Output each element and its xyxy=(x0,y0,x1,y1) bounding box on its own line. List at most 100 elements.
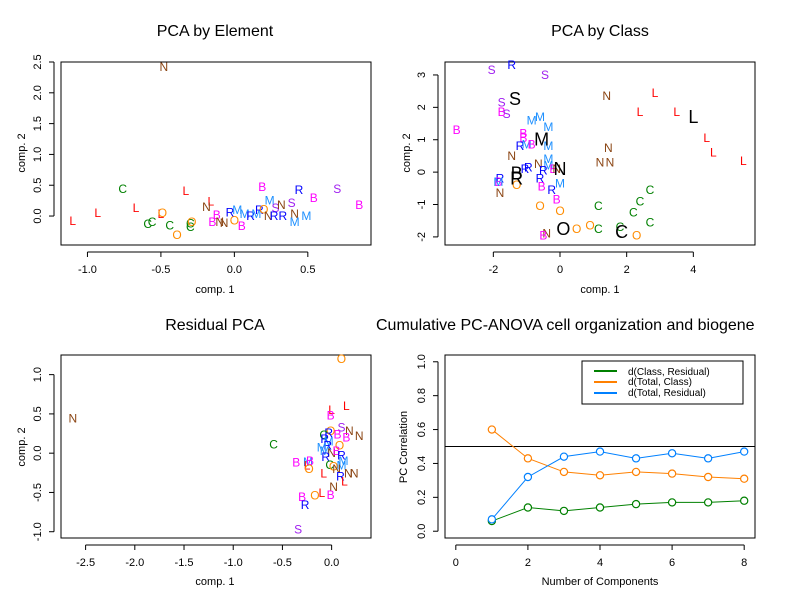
scatter-point: N xyxy=(327,446,336,460)
x-tick-label: -2.0 xyxy=(125,557,144,569)
scatter-point: L xyxy=(637,105,644,119)
y-tick-label: 0.0 xyxy=(32,208,44,223)
scatter-point: N xyxy=(552,162,561,176)
y-tick-label: 1.5 xyxy=(32,116,44,131)
y-tick-label: 0.6 xyxy=(416,422,428,437)
scatter-point: C xyxy=(594,199,603,213)
series-point xyxy=(559,452,569,461)
scatter-point: M xyxy=(303,455,313,469)
class-centroid: M xyxy=(534,130,549,150)
scatter-point: B xyxy=(327,408,335,422)
scatter-point: B xyxy=(213,208,221,222)
x-axis: -2 0 2 4 xyxy=(488,251,696,276)
scatter-point: N xyxy=(290,207,299,221)
x-axis-label: comp. 1 xyxy=(195,576,234,588)
y-tick-label: -0.5 xyxy=(32,483,44,502)
y-tick-label: 0.4 xyxy=(416,456,428,471)
scatter-point: O xyxy=(326,424,335,438)
scatter-point: N xyxy=(604,141,613,155)
scatter-point: M xyxy=(320,444,330,458)
y-tick-label: 2.5 xyxy=(32,54,44,69)
chart-title: PCA by Element xyxy=(157,23,274,40)
scatter-point: B xyxy=(549,162,557,176)
scatter-point: N xyxy=(215,215,224,229)
scatter-point: L xyxy=(703,131,710,145)
y-tick-label: 1.0 xyxy=(32,367,44,382)
x-tick-label: -0.5 xyxy=(151,264,170,276)
scatter-point: S xyxy=(541,68,549,82)
scatter-point: N xyxy=(160,60,169,74)
scatter-point: O xyxy=(187,215,196,229)
scatter-point: M xyxy=(493,175,503,189)
scatter-point: O xyxy=(585,219,594,233)
legend-label: d(Class, Residual) xyxy=(628,367,710,378)
scatter-point: B xyxy=(355,198,363,212)
scatter-point: O xyxy=(329,460,338,474)
x-axis: 0 2 4 6 8 xyxy=(453,544,747,569)
x-tick-label: 4 xyxy=(690,264,696,276)
y-tick-label: 0.2 xyxy=(416,490,428,505)
scatter-point: N xyxy=(534,157,543,171)
scatter-point: C xyxy=(616,220,625,234)
legend-label: d(Total, Class) xyxy=(628,377,692,388)
scatter-point: N xyxy=(329,480,338,494)
scatter-point: C xyxy=(143,217,152,231)
y-tick-label: 0.0 xyxy=(416,524,428,539)
scatter-point: L xyxy=(133,201,140,215)
y-tick-label: 0.8 xyxy=(416,388,428,403)
scatter-point: O xyxy=(335,438,344,452)
scatter-point: R xyxy=(324,426,333,440)
series-point xyxy=(739,447,749,456)
scatter-point: N xyxy=(68,412,77,426)
scatter-point: O xyxy=(632,228,641,242)
scatter-point: M xyxy=(265,194,275,208)
class-centroid: C xyxy=(615,222,628,242)
y-axis: 0.0 0.2 0.4 0.6 0.8 1.0 xyxy=(416,354,439,539)
scatter-point: S xyxy=(294,522,302,536)
scatter-point: L xyxy=(710,146,717,160)
scatter-point: R xyxy=(536,172,545,186)
scatter-point: R xyxy=(255,203,264,217)
scatter-point: C xyxy=(319,428,328,442)
scatter-point: M xyxy=(527,113,537,127)
scatter-point: C xyxy=(148,215,157,229)
scatter-point: B xyxy=(292,456,300,470)
y-tick-label: 0.0 xyxy=(32,446,44,461)
scatter-point: M xyxy=(240,207,250,221)
scatter-point: L xyxy=(183,184,190,198)
scatter-point: B xyxy=(553,193,561,207)
series-line xyxy=(491,429,745,480)
scatter-point: B xyxy=(306,454,314,468)
scatter-point: C xyxy=(594,222,603,236)
series-line xyxy=(491,451,745,520)
scatter-point: N xyxy=(602,89,611,103)
scatter-point: R xyxy=(507,58,516,72)
scatter-point: O xyxy=(512,178,521,192)
scatter-point: N xyxy=(264,209,273,223)
scatter-point: B xyxy=(208,215,216,229)
y-axis: 0.0 0.5 1.0 1.5 2.0 2.5 xyxy=(32,54,55,224)
x-axis-label: comp. 1 xyxy=(580,284,619,296)
scatter-point: L xyxy=(673,105,680,119)
scatter-point: R xyxy=(524,160,533,174)
x-tick-label: -1.0 xyxy=(78,264,97,276)
series-point xyxy=(559,467,569,477)
scatter-point: N xyxy=(355,429,364,443)
series-point xyxy=(523,454,533,463)
series-point xyxy=(703,454,713,463)
series-point xyxy=(523,472,533,482)
scatter-point: O xyxy=(259,202,268,216)
scatter-point: M xyxy=(338,454,348,468)
y-axis-label: PC Correlation xyxy=(398,411,410,483)
scatter-point: C xyxy=(269,438,278,452)
scatter-point: O xyxy=(572,222,581,236)
scatter-point: B xyxy=(538,180,546,194)
scatter-point: C xyxy=(646,215,655,229)
x-tick-label: 2 xyxy=(525,557,531,569)
scatter-point: R xyxy=(516,139,525,153)
panel-cumulative-pc-anova: Cumulative PC-ANOVA cell organization an… xyxy=(376,317,756,588)
y-tick-label: -2 xyxy=(416,232,428,242)
scatter-point: R xyxy=(301,498,310,512)
